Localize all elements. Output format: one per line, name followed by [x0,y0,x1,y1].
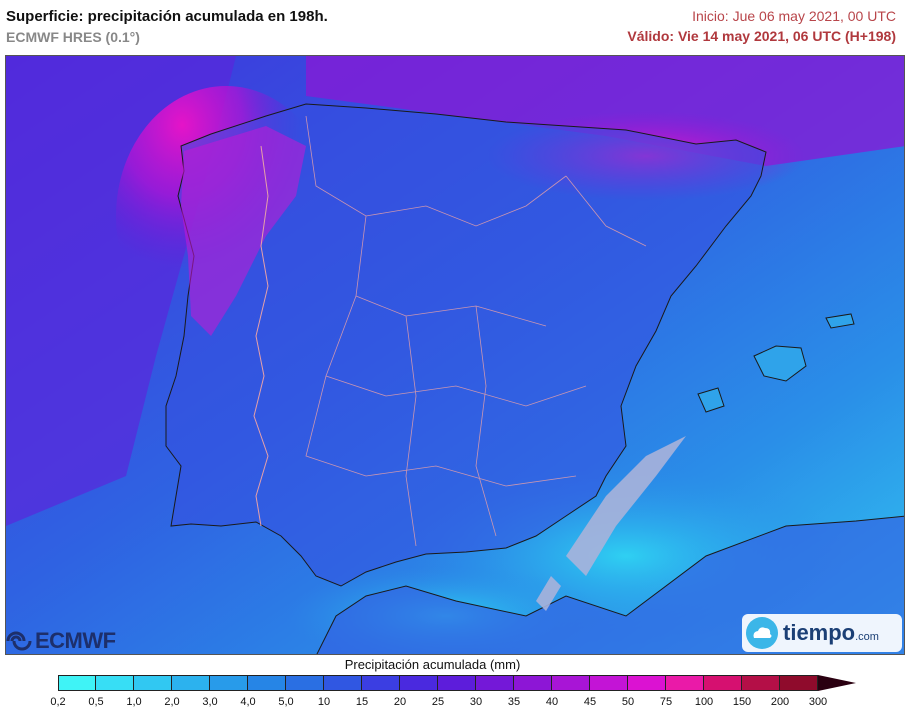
legend-tick-label: 300 [808,696,828,708]
dry-shadow-area [566,436,686,576]
precipitation-map [5,55,905,655]
legend-tick-label: 75 [659,696,673,708]
legend-swatch [400,675,438,691]
legend-tick-label: 150 [732,696,752,708]
tiempo-word: tiempo [783,620,856,645]
header-right: Inicio: Jue 06 may 2021, 00 UTC Válido: … [627,8,896,44]
legend-tick-label: 10 [317,696,331,708]
legend-swatch [514,675,552,691]
menorca [825,313,855,329]
legend-tick-label: 20 [393,696,407,708]
legend-title: Precipitación acumulada (mm) [344,657,521,672]
legend-swatch [552,675,590,691]
legend-tick-label: 35 [507,696,521,708]
galicia-wet-area [181,126,306,336]
legend-tick-label: 200 [770,696,790,708]
ecmwf-mark-icon [6,631,32,651]
legend-swatch [324,675,362,691]
legend-tick-label: 1,0 [126,696,142,708]
tiempo-suffix: .com [855,631,879,643]
legend-tick-label: 40 [545,696,559,708]
legend-swatch [666,675,704,691]
legend-swatch [628,675,666,691]
legend-swatch [96,675,134,691]
legend-tick-label: 3,0 [202,696,218,708]
legend-swatch [476,675,514,691]
valid-time: Válido: Vie 14 may 2021, 06 UTC (H+198) [627,28,896,44]
legend-tick-label: 0,2 [50,696,66,708]
legend-arrow-icon [818,675,856,691]
model-name: ECMWF HRES (0.1°) [6,29,140,45]
legend-tick-label: 5,0 [278,696,294,708]
legend-tick-label: 45 [583,696,597,708]
legend-tick-label: 15 [355,696,369,708]
legend-tick-label: 30 [469,696,483,708]
ibiza [697,387,725,413]
ecmwf-logo-text: ECMWF [35,628,116,653]
legend-swatch [590,675,628,691]
legend-swatch [780,675,818,691]
legend-swatch [438,675,476,691]
init-time: Inicio: Jue 06 may 2021, 00 UTC [692,8,896,24]
province-lines [305,115,647,547]
mallorca [753,345,807,382]
ecmwf-logo: ECMWF [6,628,116,654]
legend-tick-label: 4,0 [240,696,256,708]
map-title: Superficie: precipitación acumulada en 1… [6,8,328,25]
tiempo-logo-text: tiempo.com [783,620,879,646]
legend-swatch [742,675,780,691]
legend-tick-label: 2,0 [164,696,180,708]
dry-shadow-south [536,576,561,611]
legend-swatch [704,675,742,691]
legend-tick-label: 50 [621,696,635,708]
legend-swatch [286,675,324,691]
cloud-icon [745,616,779,650]
iberia-landmass [165,103,767,587]
portugal-border [253,145,269,527]
legend-tick-label: 0,5 [88,696,104,708]
tiempo-logo: tiempo.com [742,614,902,652]
legend-swatch [210,675,248,691]
legend-swatch [362,675,400,691]
header-left: Superficie: precipitación acumulada en 1… [6,8,328,45]
legend-swatch [134,675,172,691]
legend-swatch [248,675,286,691]
legend-swatch [172,675,210,691]
legend-tick-label: 100 [694,696,714,708]
legend-tick-label: 25 [431,696,445,708]
map-svg [6,56,904,654]
legend-swatch [58,675,96,691]
legend-color-bar [58,675,856,691]
